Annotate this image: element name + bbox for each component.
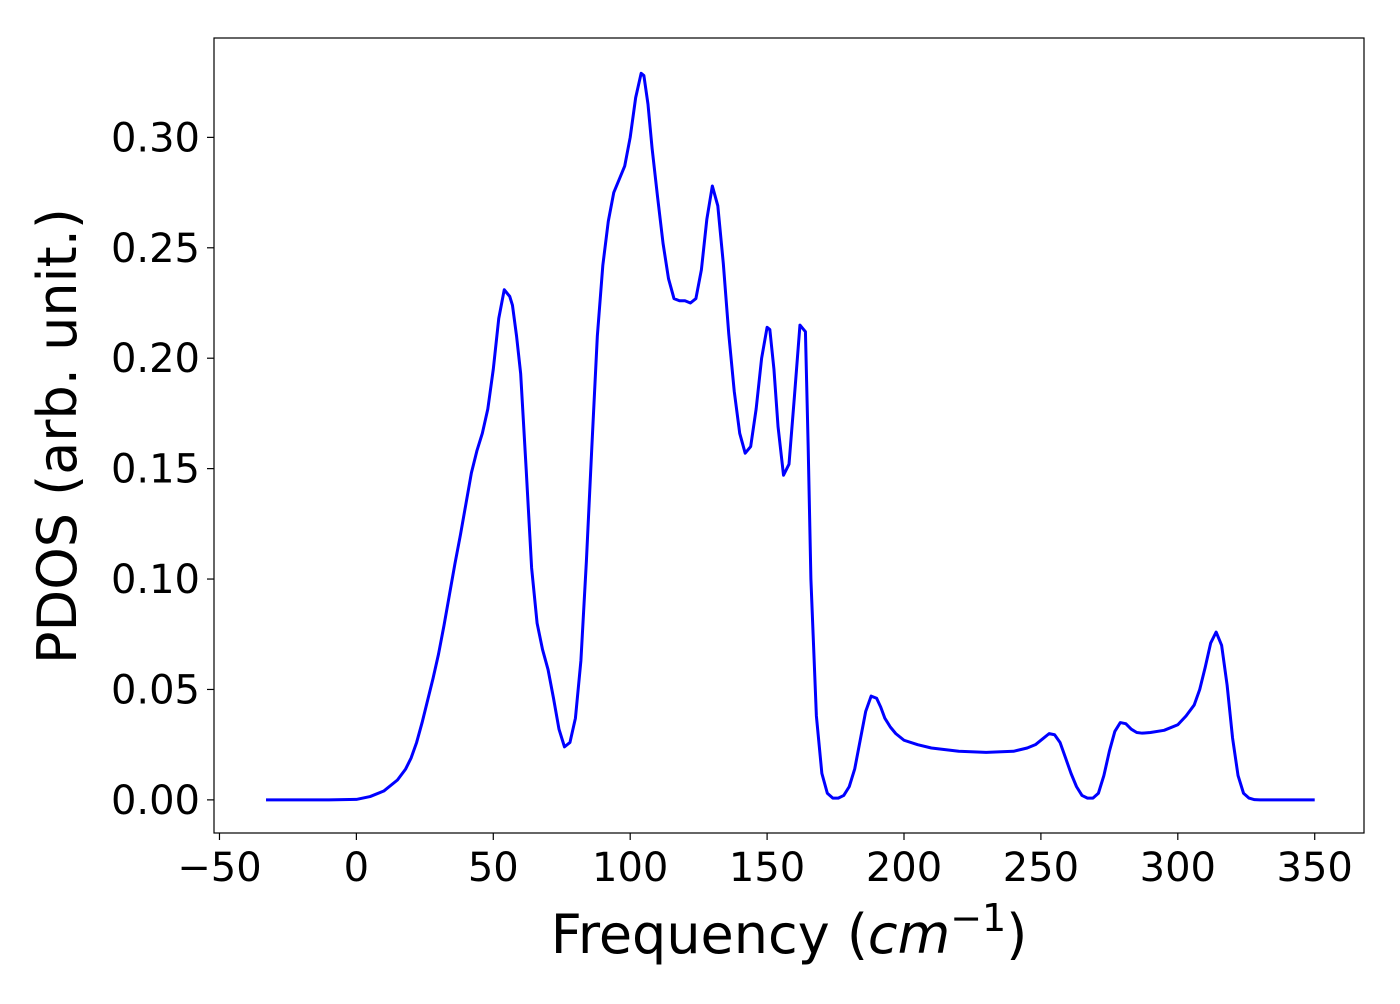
y-tick-label-2: 0.10 (111, 557, 200, 603)
x-axis-label-exponent: −1 (950, 896, 1006, 940)
y-axis-ticks: 0.00 0.05 0.10 0.15 0.20 0.25 0.30 (111, 115, 214, 824)
series-line-0 (266, 71, 1315, 802)
x-axis-label: Frequency (cm−1) (551, 896, 1028, 966)
y-tick-label-3: 0.15 (111, 447, 200, 493)
x-tick-label-5: 200 (866, 845, 942, 891)
x-tick-label-1: 0 (344, 845, 369, 891)
y-tick-label-0: 0.00 (111, 778, 200, 824)
y-tick-label-1: 0.05 (111, 667, 200, 713)
plot-frame (213, 37, 1365, 834)
x-axis-label-unit: cm (868, 903, 950, 966)
x-tick-label-8: 350 (1277, 845, 1353, 891)
x-tick-label-3: 100 (592, 845, 668, 891)
x-axis-ticks: −50 0 50 100 150 200 250 300 350 (177, 833, 1353, 891)
y-axis-label: PDOS (arb. unit.) (26, 208, 89, 664)
x-tick-label-7: 300 (1140, 845, 1216, 891)
y-tick-label-6: 0.30 (111, 115, 200, 161)
x-axis-label-close: ) (1006, 903, 1027, 966)
plot-lines (266, 71, 1315, 802)
x-axis-label-text: Frequency ( (551, 903, 868, 966)
y-tick-label-5: 0.25 (111, 226, 200, 272)
x-tick-label-2: 50 (468, 845, 519, 891)
y-tick-label-4: 0.20 (111, 336, 200, 382)
x-tick-label-6: 250 (1003, 845, 1079, 891)
x-tick-label-0: −50 (177, 845, 261, 891)
x-tick-label-4: 150 (729, 845, 805, 891)
